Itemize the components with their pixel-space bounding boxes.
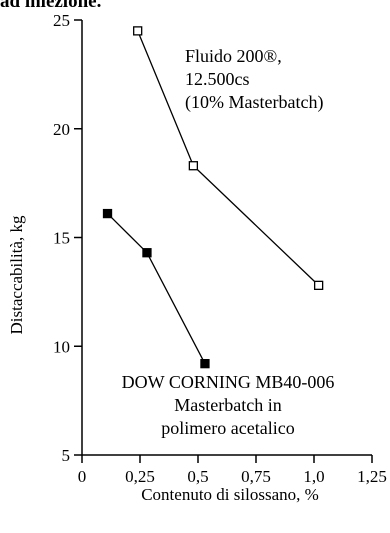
series-2-point [142, 248, 152, 258]
x-ticks: 0 0,25 0,5 0,75 1,0 1,25 [78, 455, 387, 486]
x-tick-label: 1,0 [303, 467, 324, 486]
series-1-label-line: 12.500cs [185, 69, 250, 89]
series-2-label-line: DOW CORNING MB40-006 [122, 372, 335, 392]
y-axis-label: Distaccabilità, kg [7, 215, 26, 334]
y-tick-label: 10 [53, 337, 70, 356]
series-2-point [200, 358, 210, 369]
series-line-2 [107, 213, 206, 364]
y-tick-label: 5 [62, 446, 71, 465]
series-labels: Fluido 200®, 12.500cs (10% Masterbatch) DOW… [122, 46, 335, 438]
page-header-fragment: ad iniezione. [0, 0, 102, 12]
x-tick-label: 0 [78, 467, 87, 486]
x-tick-label: 0,25 [125, 467, 155, 486]
series-markers [102, 26, 324, 369]
y-ticks: 5 10 15 20 25 [53, 11, 82, 465]
x-tick-label: 0,5 [187, 467, 208, 486]
x-tick-label: 1,25 [357, 467, 387, 486]
y-tick-label: 15 [53, 229, 70, 248]
series-2-label-line: Masterbatch in [174, 395, 281, 415]
series-1-point [133, 26, 143, 36]
x-axis-label: Contenuto di silossano, % [141, 485, 319, 504]
series-1-label-line: (10% Masterbatch) [185, 92, 323, 113]
series-1-label-line: Fluido 200®, [185, 46, 282, 66]
series-1-point [313, 280, 324, 291]
y-tick-label: 25 [53, 11, 70, 30]
y-tick-label: 20 [53, 120, 70, 139]
x-tick-label: 0,75 [241, 467, 271, 486]
series-1-point [188, 161, 199, 171]
series-2-point [102, 208, 113, 219]
series-2-label-line: polimero acetalico [161, 418, 294, 438]
